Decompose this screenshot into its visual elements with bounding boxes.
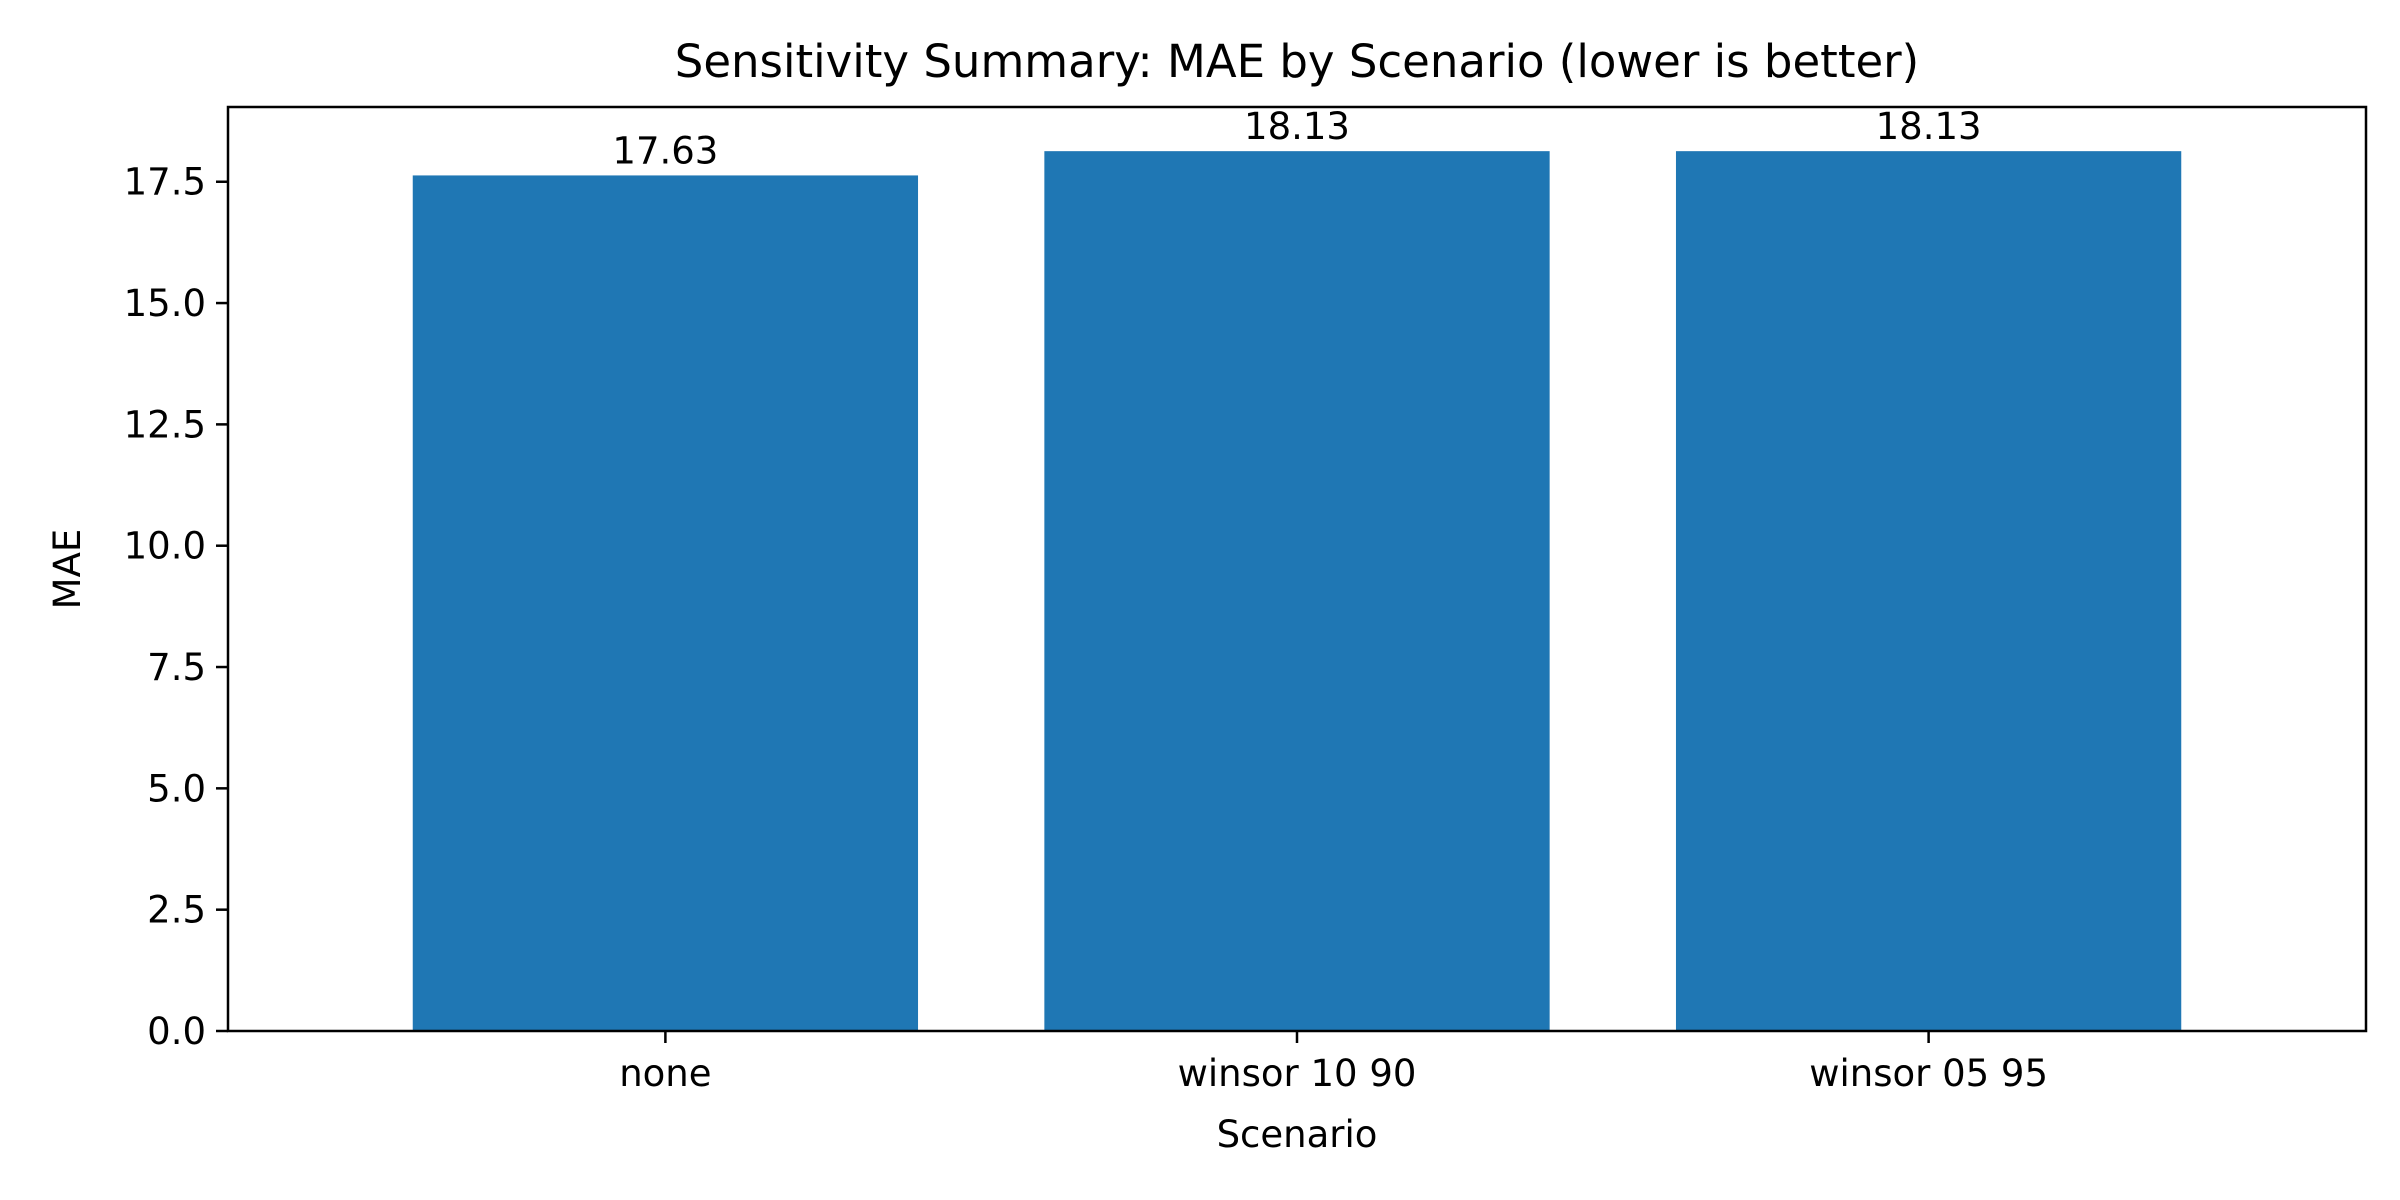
y-tick-label-3: 7.5 <box>147 646 206 689</box>
data-label-1: 18.13 <box>1244 105 1350 148</box>
x-tick-label-2: winsor 05 95 <box>1809 1052 2048 1095</box>
y-axis-ticks: 0.0 2.5 5.0 7.5 10.0 12.5 15.0 17.5 <box>124 161 228 1053</box>
y-tick-label-4: 10.0 <box>124 525 206 568</box>
y-tick-label-1: 2.5 <box>147 889 206 932</box>
bars-layer <box>412 151 2182 1032</box>
x-axis-label: Scenario <box>1217 1113 1378 1156</box>
bar-0 <box>412 175 919 1032</box>
y-axis-label: MAE <box>46 529 89 610</box>
data-labels-layer: 17.63 18.13 18.13 <box>612 105 1981 172</box>
y-tick-label-2: 5.0 <box>147 767 206 810</box>
bar-2 <box>1675 151 2182 1032</box>
y-tick-label-6: 15.0 <box>124 282 206 325</box>
data-label-2: 18.13 <box>1876 105 1982 148</box>
y-tick-label-7: 17.5 <box>124 161 206 204</box>
x-tick-label-0: none <box>619 1052 711 1095</box>
y-tick-label-0: 0.0 <box>147 1010 206 1053</box>
bar-1 <box>1044 151 1550 1032</box>
y-tick-label-5: 12.5 <box>124 403 206 446</box>
x-tick-label-1: winsor 10 90 <box>1178 1052 1417 1095</box>
chart-title: Sensitivity Summary: MAE by Scenario (lo… <box>675 35 1919 88</box>
data-label-0: 17.63 <box>612 129 718 172</box>
x-axis-ticks: none winsor 10 90 winsor 05 95 <box>619 1031 2048 1095</box>
